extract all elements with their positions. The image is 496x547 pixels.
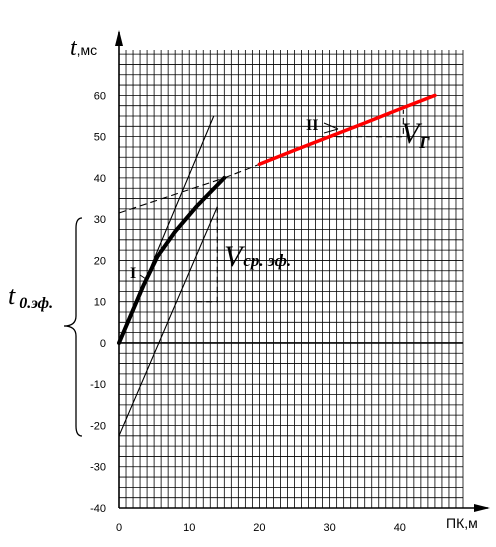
y-tick-label: 10 xyxy=(94,297,106,309)
y-tick-label: 60 xyxy=(94,90,106,102)
velocity-boundary-subscript: Г xyxy=(418,133,430,152)
y-tick-label: 40 xyxy=(94,173,106,185)
series-direct-wave xyxy=(117,175,227,345)
intercept-time-label: t 0.эф. xyxy=(8,281,53,312)
y-axis-symbol: t xyxy=(70,35,78,61)
y-tick-label: -30 xyxy=(90,462,106,474)
intercept-time-subscript: 0.эф. xyxy=(19,295,53,312)
velocity-effective-subscript: ср. эф. xyxy=(243,251,291,270)
x-tick-label: 10 xyxy=(183,522,195,534)
segment-I-label: I xyxy=(130,265,136,282)
grid xyxy=(118,50,464,509)
y-axis-unit: ,мс xyxy=(77,42,98,58)
y-tick-label: 20 xyxy=(94,255,106,267)
velocity-triangle-effective xyxy=(194,206,218,303)
data-series xyxy=(117,93,437,345)
guide-line-parallel-to-secant xyxy=(118,206,218,437)
velocity-triangle-boundary xyxy=(326,109,404,138)
x-tick-label: 40 xyxy=(394,522,406,534)
y-tick-label: 50 xyxy=(94,132,106,144)
guide-lines xyxy=(118,109,404,437)
velocity-boundary-label: VГ xyxy=(401,117,430,152)
guide-line-refracted-extension xyxy=(224,163,260,179)
y-tick-label: -40 xyxy=(90,503,106,515)
y-tick-label: -20 xyxy=(90,420,106,432)
x-axis-title: ПК,м xyxy=(446,515,478,531)
axes xyxy=(115,30,490,512)
x-tick-label: 20 xyxy=(253,522,265,534)
y-axis-arrow xyxy=(115,30,123,46)
y-tick-label: 30 xyxy=(94,214,106,226)
tick-labels: -40 -30 -20 -10 0 10 20 30 40 50 60 0 10 20 30 40 xyxy=(90,90,406,534)
series-refracted-wave xyxy=(257,93,437,167)
y-axis-title: t,мс xyxy=(70,35,97,61)
segment-I-pointer xyxy=(139,274,147,280)
y-tick-label: -10 xyxy=(90,379,106,391)
segment-II-pointer xyxy=(323,122,339,134)
velocity-effective-label: Vср. эф. xyxy=(224,240,291,273)
intercept-brace xyxy=(63,217,83,437)
x-tick-label: 0 xyxy=(116,522,122,534)
x-tick-label: 30 xyxy=(323,522,335,534)
x-axis-arrow xyxy=(474,504,490,512)
guide-line-extrapolated-intercept xyxy=(118,177,225,214)
segment-II-label: II xyxy=(306,117,318,134)
y-tick-label: 0 xyxy=(100,338,106,350)
